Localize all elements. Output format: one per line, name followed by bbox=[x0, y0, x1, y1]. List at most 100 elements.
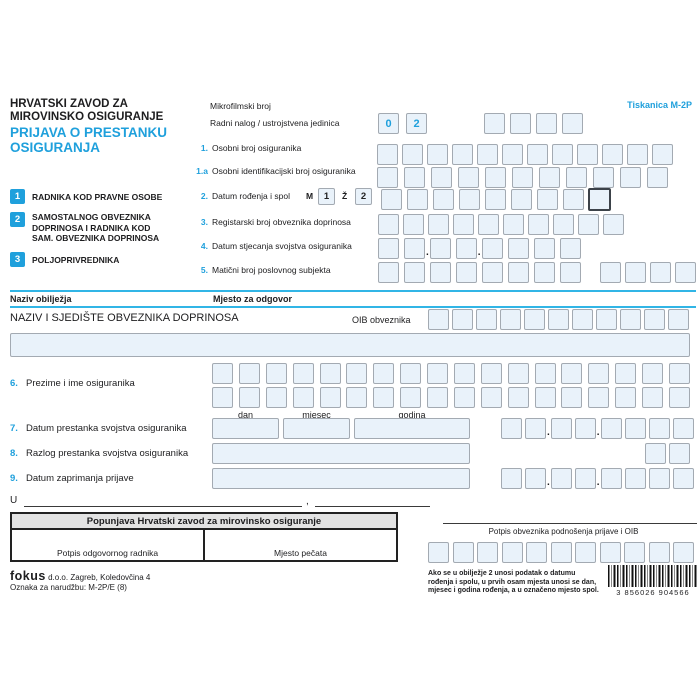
digit-box[interactable] bbox=[559, 238, 581, 259]
digit-box[interactable] bbox=[526, 542, 547, 563]
digit-box[interactable] bbox=[400, 363, 422, 384]
work-order-value-box-2[interactable]: 2 bbox=[406, 113, 427, 134]
oib-payer-boxes[interactable] bbox=[428, 309, 689, 330]
digit-box[interactable] bbox=[528, 214, 549, 235]
digit-box[interactable] bbox=[600, 418, 622, 439]
digit-box[interactable] bbox=[404, 262, 425, 283]
field-2-date-boxes[interactable] bbox=[381, 189, 584, 210]
digit-box[interactable] bbox=[647, 167, 668, 188]
digit-box[interactable] bbox=[482, 262, 503, 283]
digit-box[interactable] bbox=[527, 144, 548, 165]
digit-box[interactable] bbox=[510, 113, 531, 134]
digit-box[interactable] bbox=[577, 144, 598, 165]
digit-box[interactable] bbox=[428, 214, 449, 235]
digit-box[interactable] bbox=[433, 189, 454, 210]
digit-box[interactable] bbox=[400, 387, 422, 408]
digit-box[interactable] bbox=[502, 144, 523, 165]
signature-line[interactable] bbox=[443, 523, 697, 524]
digit-box[interactable] bbox=[459, 189, 480, 210]
row-7-month-boxes[interactable] bbox=[550, 418, 596, 439]
digit-box[interactable] bbox=[596, 309, 617, 330]
digit-box[interactable] bbox=[550, 468, 572, 489]
surname-boxes-row-1[interactable] bbox=[212, 363, 690, 384]
digit-box[interactable] bbox=[378, 238, 399, 259]
digit-box[interactable] bbox=[550, 418, 572, 439]
digit-box[interactable] bbox=[675, 262, 696, 283]
digit-box[interactable] bbox=[452, 144, 473, 165]
digit-box[interactable] bbox=[536, 113, 557, 134]
digit-box[interactable] bbox=[652, 144, 673, 165]
row-9-date-boxes[interactable]: . . bbox=[501, 468, 694, 489]
digit-box[interactable] bbox=[485, 189, 506, 210]
digit-box[interactable] bbox=[620, 309, 641, 330]
digit-box[interactable] bbox=[550, 542, 572, 563]
digit-box[interactable] bbox=[588, 387, 610, 408]
digit-box[interactable] bbox=[534, 387, 556, 408]
field-4-month-boxes[interactable] bbox=[429, 238, 477, 259]
digit-box[interactable] bbox=[627, 144, 648, 165]
digit-box[interactable] bbox=[481, 238, 503, 259]
digit-box[interactable] bbox=[507, 238, 529, 259]
digit-box[interactable] bbox=[381, 189, 402, 210]
digit-box[interactable] bbox=[644, 309, 665, 330]
digit-box[interactable] bbox=[599, 542, 621, 563]
digit-box[interactable] bbox=[624, 542, 645, 563]
digit-box[interactable] bbox=[624, 468, 646, 489]
digit-box[interactable] bbox=[562, 113, 583, 134]
digit-box[interactable] bbox=[477, 144, 498, 165]
row-7-day-boxes[interactable] bbox=[501, 418, 546, 439]
digit-box[interactable] bbox=[238, 363, 260, 384]
digit-box[interactable] bbox=[453, 214, 474, 235]
digit-box[interactable] bbox=[600, 468, 622, 489]
field-2-female-code-box[interactable]: 2 bbox=[355, 188, 372, 205]
digit-box[interactable] bbox=[319, 363, 341, 384]
row-7-date-boxes[interactable]: . . bbox=[501, 418, 694, 439]
digit-box[interactable] bbox=[501, 418, 522, 439]
digit-box[interactable] bbox=[427, 144, 448, 165]
digit-box[interactable] bbox=[600, 262, 621, 283]
digit-box[interactable] bbox=[503, 214, 524, 235]
digit-box[interactable] bbox=[404, 167, 425, 188]
row-8-code-boxes[interactable] bbox=[645, 443, 690, 464]
row-7-month-band[interactable] bbox=[283, 418, 350, 439]
date-write-line[interactable] bbox=[315, 506, 430, 507]
row-9-input-band[interactable] bbox=[212, 468, 470, 489]
digit-box[interactable] bbox=[668, 387, 690, 408]
digit-box[interactable] bbox=[373, 363, 395, 384]
digit-box[interactable] bbox=[511, 189, 532, 210]
digit-box[interactable] bbox=[319, 387, 341, 408]
digit-box[interactable] bbox=[377, 167, 398, 188]
row-9-year-boxes[interactable] bbox=[600, 468, 694, 489]
digit-box[interactable] bbox=[480, 363, 502, 384]
payer-name-input-band[interactable] bbox=[10, 333, 690, 357]
digit-box[interactable] bbox=[553, 214, 574, 235]
row-8-input-band[interactable] bbox=[212, 443, 470, 464]
digit-box[interactable] bbox=[615, 363, 637, 384]
digit-box[interactable] bbox=[265, 363, 287, 384]
digit-box[interactable] bbox=[578, 214, 599, 235]
work-order-boxes[interactable] bbox=[484, 113, 583, 134]
surname-boxes-row-2[interactable] bbox=[212, 387, 690, 408]
digit-box[interactable] bbox=[572, 309, 593, 330]
digit-box[interactable] bbox=[642, 363, 663, 384]
field-4-date-boxes[interactable]: . . bbox=[378, 238, 581, 259]
digit-box[interactable] bbox=[534, 363, 556, 384]
field-2-sex-box[interactable] bbox=[588, 188, 611, 211]
field-1-digit-boxes[interactable] bbox=[377, 144, 673, 165]
digit-box[interactable] bbox=[668, 309, 689, 330]
digit-box[interactable] bbox=[648, 418, 670, 439]
stamp-place-cell[interactable]: Mjesto pečata bbox=[274, 548, 327, 558]
field-5-digit-boxes[interactable] bbox=[378, 262, 581, 283]
digit-box[interactable] bbox=[455, 238, 477, 259]
digit-box[interactable] bbox=[648, 542, 670, 563]
digit-box[interactable] bbox=[673, 542, 694, 563]
digit-box[interactable] bbox=[561, 387, 583, 408]
digit-box[interactable] bbox=[373, 387, 395, 408]
field-3-digit-boxes[interactable] bbox=[378, 214, 624, 235]
digit-box[interactable] bbox=[620, 167, 641, 188]
digit-box[interactable] bbox=[430, 262, 451, 283]
signature-worker-cell[interactable]: Potpis odgovornog radnika bbox=[12, 530, 205, 560]
row-9-month-boxes[interactable] bbox=[550, 468, 596, 489]
digit-box[interactable] bbox=[453, 363, 475, 384]
row-7-year-boxes[interactable] bbox=[600, 418, 694, 439]
